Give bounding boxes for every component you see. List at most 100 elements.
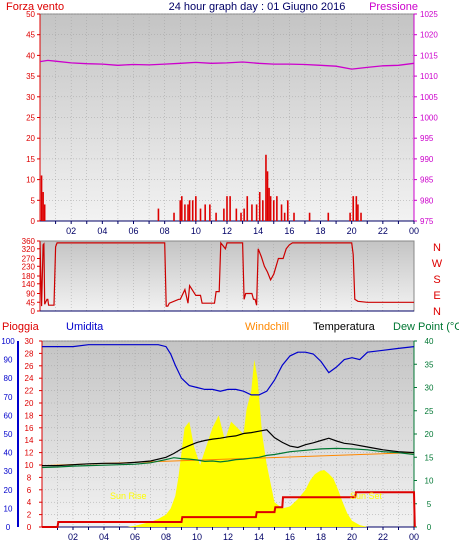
direction-tick-label: 90 xyxy=(26,290,35,299)
pressure-tick-label: 1000 xyxy=(420,114,438,123)
wind-tick-label: 10 xyxy=(26,176,35,185)
wind-bar xyxy=(43,204,46,221)
wind-tick-label: 15 xyxy=(26,155,35,164)
wind-bar xyxy=(276,196,278,221)
wind-tick-label: 20 xyxy=(26,134,35,143)
legend-temperature: Temperatura xyxy=(313,321,376,333)
date-title: 24 hour graph day : 01 Giugno 2016 xyxy=(169,1,346,13)
wind-bar xyxy=(42,192,44,221)
direction-tick-label: 360 xyxy=(22,237,36,246)
rain-tick-label: 14 xyxy=(25,436,34,445)
wind-bar xyxy=(360,212,362,221)
pressure-tick-label: 1005 xyxy=(420,93,438,102)
x-tick-label: 22 xyxy=(378,226,388,236)
wind-bar xyxy=(188,200,191,221)
x-tick-label: 08 xyxy=(160,226,170,236)
x-tick-label: 20 xyxy=(347,226,357,236)
humidity-tick-label: 60 xyxy=(4,411,13,420)
humidity-tick-label: 80 xyxy=(4,374,13,383)
x-tick-label: 14 xyxy=(254,532,264,542)
humidity-tick-label: 20 xyxy=(4,486,13,495)
x-tick-label: 10 xyxy=(191,226,201,236)
x-tick-label: 06 xyxy=(128,226,138,236)
humidity-tick-label: 40 xyxy=(4,449,13,458)
pressure-title: Pressione xyxy=(369,1,418,13)
wind-bar xyxy=(280,204,283,221)
rain-tick-label: 6 xyxy=(27,486,32,495)
legend-dewpoint: Dew Point (°C xyxy=(393,321,459,333)
direction-tick-label: 0 xyxy=(31,307,36,316)
rain-tick-label: 12 xyxy=(25,449,34,458)
rain-tick-label: 4 xyxy=(27,498,32,507)
wind-bar xyxy=(157,208,160,221)
temp-tick-label: 30 xyxy=(425,384,434,393)
wind-bar xyxy=(268,187,270,221)
wind-bar xyxy=(181,196,183,221)
wind-bar xyxy=(265,154,267,221)
temp-tick-label: 10 xyxy=(425,477,434,486)
temperature-panel: 0246810121416182022242628300102030405060… xyxy=(1,337,434,542)
wind-bar xyxy=(266,171,269,221)
direction-line xyxy=(39,241,414,307)
wind-bar xyxy=(235,208,238,221)
pressure-tick-label: 990 xyxy=(420,155,434,164)
wind-tick-label: 40 xyxy=(26,51,35,60)
x-tick-label: 04 xyxy=(99,532,109,542)
solar-area xyxy=(42,359,414,527)
wind-bar xyxy=(269,196,272,221)
wind-bar xyxy=(255,204,258,221)
rain-tick-label: 22 xyxy=(25,387,34,396)
direction-tick-label: 180 xyxy=(22,272,36,281)
pressure-tick-label: 980 xyxy=(420,196,434,205)
pressure-tick-label: 1025 xyxy=(420,10,438,19)
wind-pressure-panel: 0510152025303540455097598098599099510001… xyxy=(26,10,438,236)
x-tick-label: 18 xyxy=(316,532,326,542)
wind-bar xyxy=(355,196,358,221)
pressure-tick-label: 1020 xyxy=(420,31,438,40)
legend-rain: Pioggia xyxy=(2,321,40,333)
x-tick-label: 04 xyxy=(97,226,107,236)
wind-bar xyxy=(187,204,189,221)
x-tick-label: 08 xyxy=(161,532,171,542)
x-tick-label: 02 xyxy=(68,532,78,542)
temp-tick-label: 40 xyxy=(425,337,434,346)
wind-bar xyxy=(349,212,351,221)
pressure-line xyxy=(39,59,415,70)
wind-bar xyxy=(357,204,359,221)
wind-bar xyxy=(327,212,330,221)
x-tick-label: 16 xyxy=(285,532,295,542)
humidity-tick-label: 90 xyxy=(4,356,13,365)
x-tick-label: 02 xyxy=(66,226,76,236)
x-tick-label: 18 xyxy=(315,226,325,236)
rain-line xyxy=(42,491,416,528)
wind-bar xyxy=(243,208,245,221)
humidity-tick-label: 0 xyxy=(6,523,11,532)
rain-tick-label: 8 xyxy=(27,473,32,482)
wind-bar xyxy=(191,200,194,221)
pressure-tick-label: 985 xyxy=(420,176,434,185)
wind-bar xyxy=(195,196,197,221)
rain-tick-label: 18 xyxy=(25,411,34,420)
humidity-tick-label: 50 xyxy=(4,430,13,439)
direction-tick-label: 140 xyxy=(22,280,36,289)
humidity-tick-label: 100 xyxy=(1,337,15,346)
wind-bar xyxy=(246,196,249,221)
wind-bar xyxy=(179,200,182,221)
humidity-line xyxy=(42,344,415,396)
wind-bar xyxy=(308,212,311,221)
wind-bar xyxy=(352,196,355,221)
x-tick-label: 16 xyxy=(284,226,294,236)
rain-tick-label: 16 xyxy=(25,424,34,433)
x-tick-label: 12 xyxy=(223,532,233,542)
wind-tick-label: 45 xyxy=(26,31,35,40)
legend-windchill: Windchill xyxy=(245,321,289,333)
x-tick-label: 22 xyxy=(378,532,388,542)
wind-bar xyxy=(223,208,225,221)
compass-s: S xyxy=(433,274,440,286)
temp-tick-label: 20 xyxy=(425,430,434,439)
direction-tick-label: 270 xyxy=(22,255,36,264)
x-tick-label: 00 xyxy=(409,226,419,236)
pressure-tick-label: 975 xyxy=(420,217,434,226)
